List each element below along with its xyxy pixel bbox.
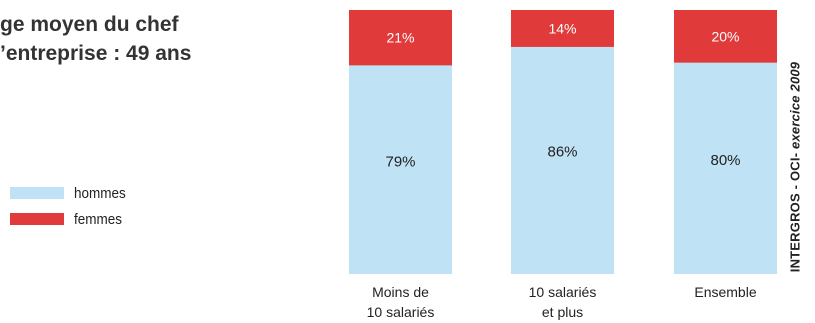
bar-segment-femmes bbox=[511, 10, 614, 47]
legend-item-hommes: hommes bbox=[10, 182, 132, 204]
legend-label-hommes: hommes bbox=[74, 184, 126, 202]
category-label: 10 salariés bbox=[529, 284, 597, 300]
data-label-femmes: 14% bbox=[548, 20, 576, 36]
legend-label-femmes: femmes bbox=[74, 210, 123, 228]
category-label: Ensemble bbox=[694, 284, 756, 300]
data-label-femmes: 21% bbox=[386, 30, 414, 46]
bar-segment-hommes bbox=[511, 46, 614, 275]
data-label-femmes: 20% bbox=[711, 28, 739, 44]
source-note: INTERGROS - OCI- exercice 2009 bbox=[788, 62, 803, 272]
legend-swatch-hommes bbox=[10, 187, 64, 199]
data-label-hommes: 86% bbox=[547, 143, 577, 160]
bar-segment-femmes bbox=[674, 10, 777, 63]
data-label-hommes: 80% bbox=[710, 152, 740, 169]
bar-segment-hommes bbox=[674, 62, 777, 274]
bar-segment-hommes bbox=[349, 65, 452, 274]
bar-segment-femmes bbox=[349, 10, 452, 66]
source-italic: exercice 2009 bbox=[787, 61, 803, 149]
legend-item-femmes: femmes bbox=[10, 208, 132, 230]
source-main: INTERGROS - OCI- bbox=[787, 148, 803, 273]
title-line-2: ’entreprise : 49 ans bbox=[0, 42, 192, 65]
page-title: ge moyen du chef ’entreprise : 49 ans bbox=[0, 10, 240, 68]
data-label-hommes: 79% bbox=[385, 153, 415, 170]
category-label: 10 salariés bbox=[367, 304, 435, 320]
bar-group: 20% 80% Ensemble bbox=[674, 10, 777, 300]
legend-swatch-femmes bbox=[10, 213, 64, 225]
title-line-1: ge moyen du chef bbox=[0, 13, 179, 36]
bar-group: 14% 86% 10 salariés et plus bbox=[511, 10, 614, 320]
bar-group: 21% 79% Moins de 10 salariés bbox=[349, 10, 452, 320]
chart-legend: hommes femmes bbox=[10, 182, 132, 234]
category-label: et plus bbox=[542, 304, 583, 320]
category-label: Moins de bbox=[372, 284, 429, 300]
